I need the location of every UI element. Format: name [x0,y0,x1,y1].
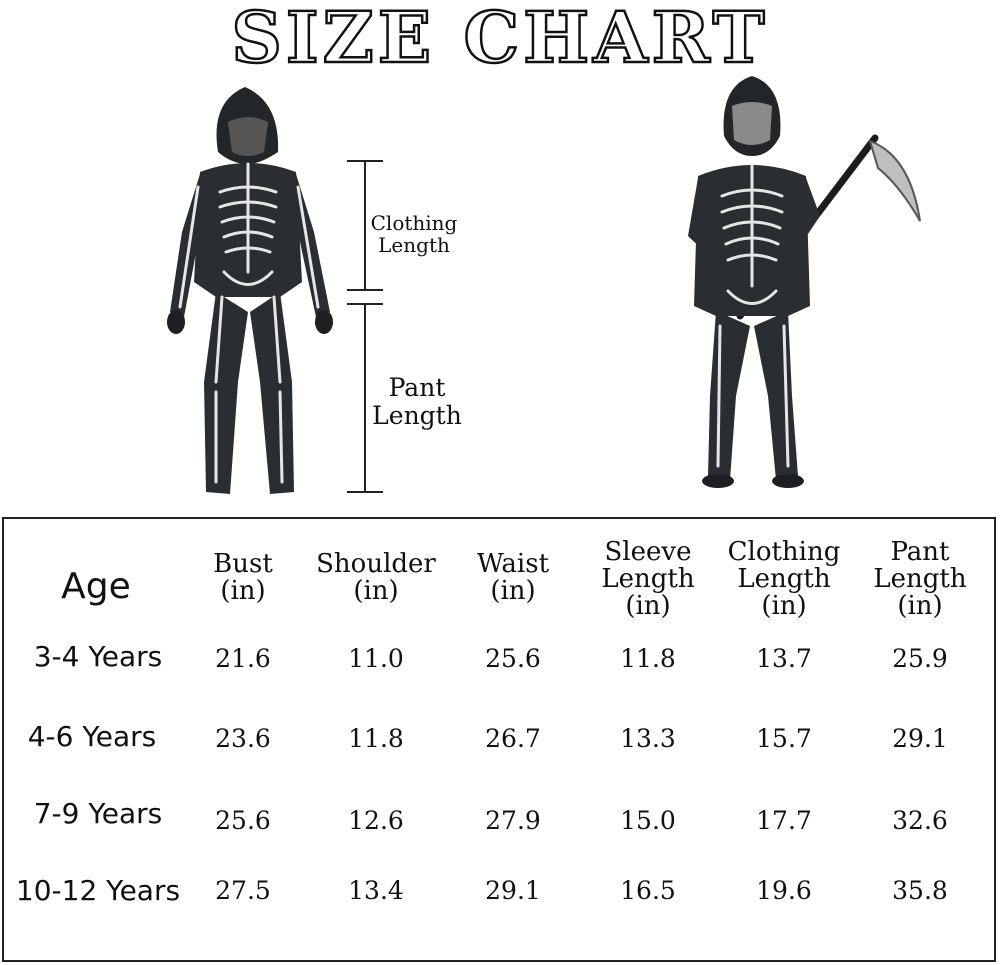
column-header-line: (in) [625,591,671,621]
column-header-line: Length [601,564,695,594]
value-cell-sleeve-length: 15.0 [620,806,676,835]
clothing-length-label-line-1: Clothing [370,211,458,235]
value-cell-bust: 21.6 [215,644,271,673]
age-cell: 10-12 Years [15,874,181,907]
column-header-pant-length: Pant Length (in) [830,539,1000,620]
clothing-length-label-line-2: Length [378,233,450,257]
column-header-line: Length [873,564,967,594]
pant-length-label-line-1: Pant [388,373,446,402]
value-cell-shoulder: 12.6 [348,806,404,835]
value-cell-waist: 25.6 [485,644,541,673]
column-header-line: (in) [353,576,399,606]
value-cell-clothing-length: 19.6 [756,876,812,905]
column-header-line: (in) [761,591,807,621]
costume-back-view-illustration [167,87,333,494]
column-header-sleeve-length: Sleeve Length (in) [558,539,738,620]
age-cell: 7-9 Years [33,797,163,830]
value-cell-waist: 29.1 [485,876,541,905]
value-cell-shoulder: 13.4 [348,876,404,905]
page-title: SIZE CHART [230,0,769,80]
value-cell-clothing-length: 15.7 [756,724,812,753]
column-header-line: Pant [890,537,950,567]
column-header-line: Length [737,564,831,594]
column-header-line: Bust [213,549,273,579]
value-cell-pant-length: 25.9 [892,644,948,673]
column-header-line: Clothing [727,537,841,567]
column-header-line: (in) [220,576,266,606]
clothing-length-label: Clothing Length [366,212,462,256]
value-cell-shoulder: 11.0 [348,644,404,673]
pant-length-label-line-2: Length [372,400,462,430]
value-cell-shoulder: 11.8 [348,724,404,753]
column-header-bust: Bust (in) [153,551,333,605]
column-header-line: Age [61,566,131,607]
column-header-waist: Waist (in) [423,551,603,605]
column-header-line: (in) [490,576,536,606]
column-header-line: Shoulder [316,549,436,579]
value-cell-pant-length: 35.8 [892,876,948,905]
value-cell-waist: 26.7 [485,724,541,753]
value-cell-pant-length: 32.6 [892,806,948,835]
column-header-clothing-length: Clothing Length (in) [694,539,874,620]
value-cell-sleeve-length: 16.5 [620,876,676,905]
column-header-age: Age [6,566,186,607]
age-cell: 4-6 Years [27,720,157,753]
value-cell-bust: 23.6 [215,724,271,753]
costume-front-view-illustration [688,76,921,488]
value-cell-bust: 25.6 [215,806,271,835]
value-cell-sleeve-length: 11.8 [620,644,676,673]
measurement-bars [347,160,383,493]
value-cell-sleeve-length: 13.3 [620,724,676,753]
value-cell-clothing-length: 13.7 [756,644,812,673]
value-cell-waist: 27.9 [485,806,541,835]
column-header-line: Waist [476,549,550,579]
age-cell: 3-4 Years [33,640,163,673]
column-header-line: (in) [897,591,943,621]
value-cell-bust: 27.5 [215,876,271,905]
value-cell-pant-length: 29.1 [892,724,948,753]
pant-length-label: Pant Length [364,374,470,429]
size-table [2,517,996,962]
column-header-line: Sleeve [604,537,692,567]
column-header-shoulder: Shoulder (in) [286,551,466,605]
value-cell-clothing-length: 17.7 [756,806,812,835]
